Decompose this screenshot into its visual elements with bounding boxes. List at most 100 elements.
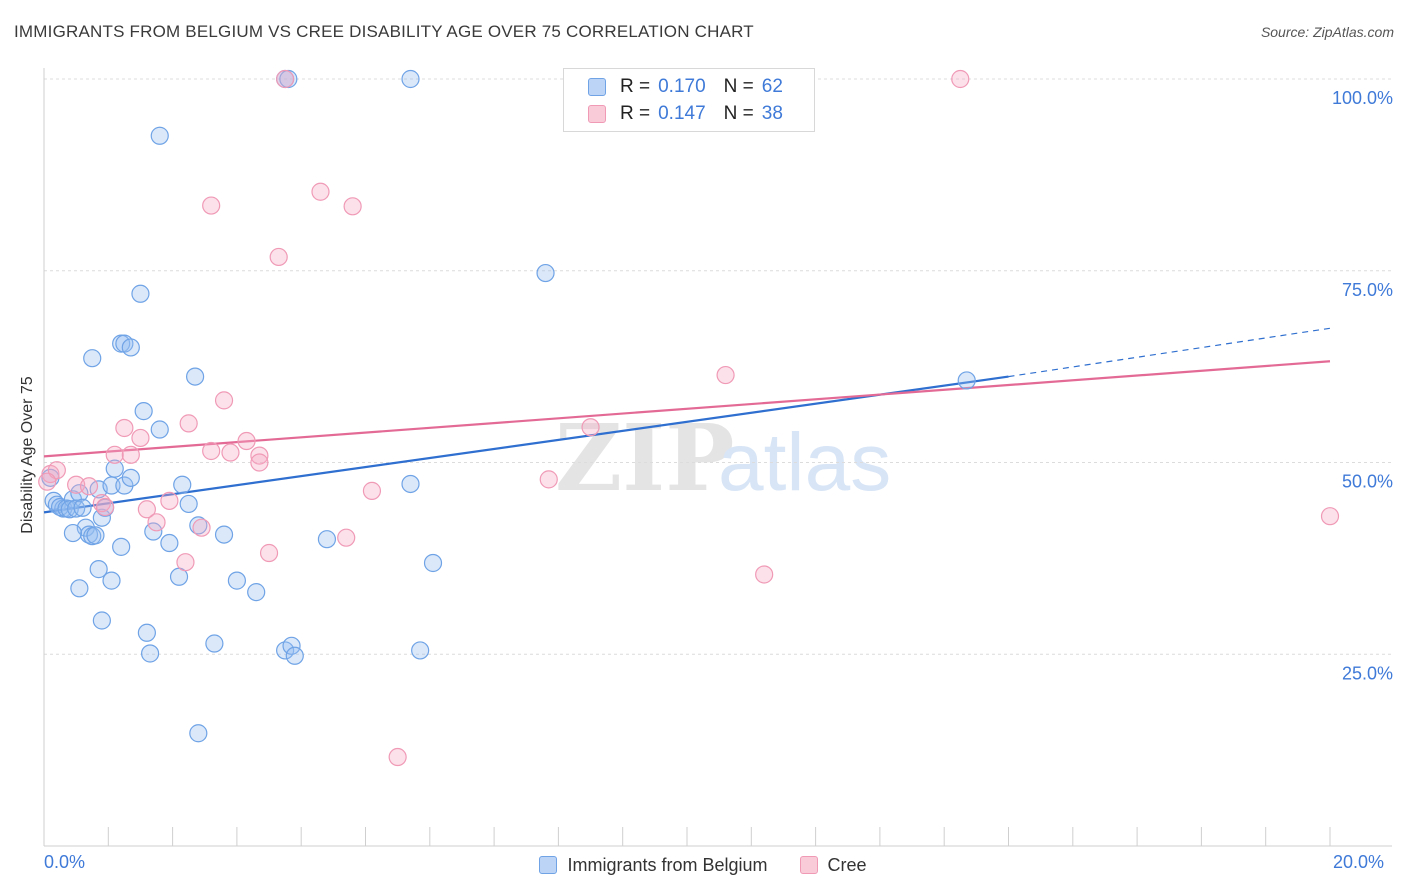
- data-point-belgium: [205, 634, 224, 653]
- data-point-cree: [337, 528, 356, 547]
- data-point-belgium: [189, 724, 208, 743]
- x-tick-label-max: 20.0%: [1333, 852, 1385, 872]
- trendline-0: [43, 375, 1009, 514]
- data-point-cree: [179, 414, 198, 433]
- data-point-cree: [95, 497, 115, 517]
- data-point-belgium: [70, 579, 89, 598]
- data-point-belgium: [189, 516, 208, 535]
- legend-n-value: 38: [761, 103, 783, 124]
- data-point-belgium: [121, 338, 140, 357]
- y-tick-label: 100.0%: [1332, 88, 1393, 108]
- data-point-belgium: [63, 523, 83, 543]
- data-point-cree: [581, 418, 600, 437]
- data-point-cree: [147, 513, 166, 532]
- y-axis-label: Disability Age Over 75: [19, 376, 36, 534]
- series-swatch-belgium: [539, 856, 558, 874]
- data-point-belgium: [423, 553, 443, 573]
- data-point-belgium: [83, 349, 102, 368]
- data-point-belgium: [121, 468, 140, 487]
- chart-title: IMMIGRANTS FROM BELGIUM VS CREE DISABILI…: [14, 22, 754, 41]
- series-legend-item-belgium: Immigrants from Belgium: [539, 854, 768, 876]
- data-point-belgium: [150, 126, 169, 145]
- data-point-belgium: [173, 475, 192, 494]
- data-point-belgium: [276, 641, 295, 660]
- watermark-atlas: atlas: [718, 417, 891, 508]
- data-point-cree: [250, 453, 269, 472]
- legend-r-label: R =: [620, 76, 651, 97]
- legend-r-label: R =: [620, 103, 651, 124]
- legend-n-value: 62: [761, 76, 783, 97]
- data-point-cree: [951, 69, 970, 89]
- data-point-cree: [221, 443, 240, 462]
- data-point-cree: [259, 543, 279, 563]
- data-point-cree: [202, 196, 221, 215]
- data-point-cree: [192, 518, 211, 537]
- series-name-cree: Cree: [827, 854, 867, 875]
- data-point-cree: [214, 391, 234, 410]
- data-point-belgium: [86, 526, 105, 545]
- data-point-cree: [38, 472, 57, 491]
- data-point-belgium: [102, 571, 121, 590]
- data-point-cree: [1320, 507, 1340, 526]
- data-point-belgium: [186, 367, 205, 386]
- trendline-1: [43, 360, 1331, 458]
- data-point-cree: [237, 431, 256, 451]
- data-point-belgium: [401, 474, 420, 494]
- data-point-belgium: [227, 571, 246, 590]
- legend-row-belgium: R = 0.170 N = 62: [588, 74, 783, 100]
- data-point-cree: [269, 247, 288, 267]
- data-point-belgium: [401, 69, 420, 89]
- watermark-zip: ZIP: [555, 404, 734, 512]
- data-point-belgium: [140, 644, 160, 663]
- data-point-belgium: [160, 533, 179, 553]
- data-point-belgium: [105, 459, 124, 478]
- data-point-cree: [105, 445, 124, 464]
- data-point-belgium: [73, 498, 92, 517]
- series-name-belgium: Immigrants from Belgium: [567, 854, 768, 875]
- data-point-cree: [176, 553, 195, 572]
- y-axis-label-wrap: Disability Age Over 75: [8, 290, 48, 620]
- data-point-belgium: [411, 641, 430, 660]
- data-point-belgium: [282, 636, 301, 655]
- data-point-cree: [160, 491, 179, 510]
- data-point-cree: [137, 500, 156, 519]
- data-point-cree: [362, 481, 382, 500]
- legend-r-value: 0.170: [658, 76, 706, 97]
- data-point-belgium: [317, 530, 337, 549]
- data-point-cree: [539, 470, 558, 489]
- data-point-cree: [311, 182, 330, 201]
- data-point-cree: [115, 418, 134, 438]
- data-point-belgium: [247, 583, 266, 602]
- data-point-cree: [343, 197, 362, 216]
- data-point-cree: [716, 365, 735, 385]
- correlation-legend: R = 0.170 N = 62 R = 0.147 N = 38: [563, 68, 815, 132]
- trendline-extension-0: [1008, 327, 1331, 378]
- data-point-belgium: [92, 611, 111, 630]
- data-point-belgium: [112, 537, 131, 556]
- data-point-belgium: [285, 646, 304, 665]
- x-tick-label-min: 0.0%: [44, 852, 86, 872]
- data-point-belgium: [179, 494, 198, 514]
- data-point-cree: [79, 477, 99, 496]
- data-point-cree: [250, 446, 269, 465]
- data-point-cree: [121, 445, 140, 464]
- data-point-belgium: [134, 402, 153, 421]
- data-point-belgium: [214, 525, 234, 544]
- data-point-belgium: [67, 499, 86, 518]
- data-point-cree: [202, 441, 221, 461]
- data-point-cree: [755, 565, 774, 584]
- data-point-belgium: [536, 263, 555, 283]
- legend-row-cree: R = 0.147 N = 38: [588, 101, 783, 127]
- y-tick-label: 75.0%: [1342, 280, 1393, 300]
- series-legend: Immigrants from Belgium Cree: [0, 852, 1406, 878]
- y-tick-label: 25.0%: [1342, 663, 1393, 683]
- data-point-belgium: [957, 371, 976, 390]
- legend-swatch-cree: [588, 105, 606, 123]
- chart-source: Source: ZipAtlas.com: [1260, 24, 1394, 40]
- data-point-belgium: [150, 420, 169, 439]
- series-legend-item-cree: Cree: [799, 854, 867, 876]
- legend-n-label: N =: [723, 76, 754, 97]
- legend-n-label: N =: [723, 103, 754, 124]
- data-point-cree: [276, 69, 295, 89]
